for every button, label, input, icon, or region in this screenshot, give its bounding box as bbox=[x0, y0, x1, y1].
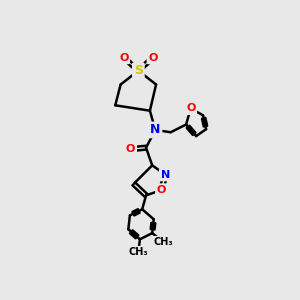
Text: O: O bbox=[126, 144, 135, 154]
Text: N: N bbox=[150, 123, 160, 136]
Text: N: N bbox=[161, 169, 170, 180]
Text: S: S bbox=[134, 64, 143, 77]
Text: CH₃: CH₃ bbox=[128, 248, 148, 257]
Text: O: O bbox=[119, 52, 128, 63]
Text: O: O bbox=[148, 52, 158, 63]
Text: CH₃: CH₃ bbox=[154, 237, 174, 248]
Text: O: O bbox=[157, 185, 166, 195]
Text: O: O bbox=[186, 103, 195, 113]
